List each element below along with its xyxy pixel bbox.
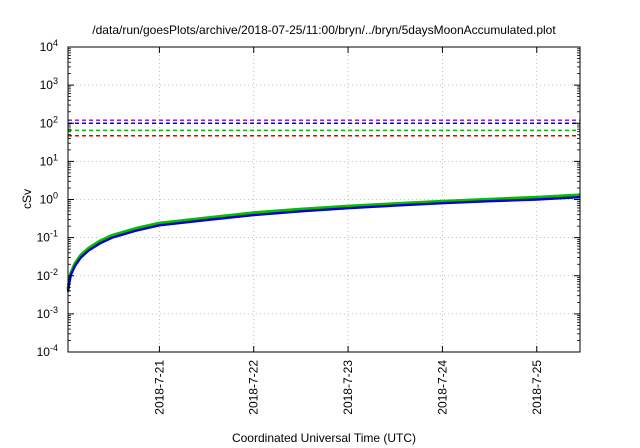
y-tick-label: 104	[40, 38, 58, 54]
y-tick-label: 10-1	[37, 229, 58, 245]
y-tick-label: 100	[40, 191, 58, 207]
y-tick-label: 103	[40, 76, 58, 92]
series-lines	[66, 193, 581, 292]
x-tick-label: 2018-7-23	[341, 360, 355, 415]
x-tick-label: 2018-7-22	[247, 360, 261, 415]
y-tick-label: 102	[40, 114, 58, 130]
y-tick-label: 10-4	[37, 343, 58, 359]
x-tick-label: 2018-7-21	[152, 360, 166, 415]
x-tick-label: 2018-7-25	[530, 360, 544, 415]
threshold-lines	[68, 119, 580, 137]
y-tick-label: 101	[40, 152, 58, 168]
series-line	[66, 196, 581, 292]
y-tick-label: 10-2	[37, 267, 58, 283]
x-axis: 2018-7-21 2018-7-22 2018-7-23 2018-7-24 2018…	[152, 47, 544, 415]
series-line	[66, 193, 581, 290]
y-axis-label: cSv	[20, 189, 34, 209]
y-tick-label: 10-3	[37, 305, 58, 321]
chart-title: /data/run/goesPlots/archive/2018-07-25/1…	[92, 23, 556, 37]
x-axis-label: Coordinated Universal Time (UTC)	[232, 431, 416, 445]
y-axis: 10-4 10-3 10-2 10-1 100 101 102 103 104	[37, 38, 580, 359]
x-tick-label: 2018-7-24	[435, 360, 449, 415]
